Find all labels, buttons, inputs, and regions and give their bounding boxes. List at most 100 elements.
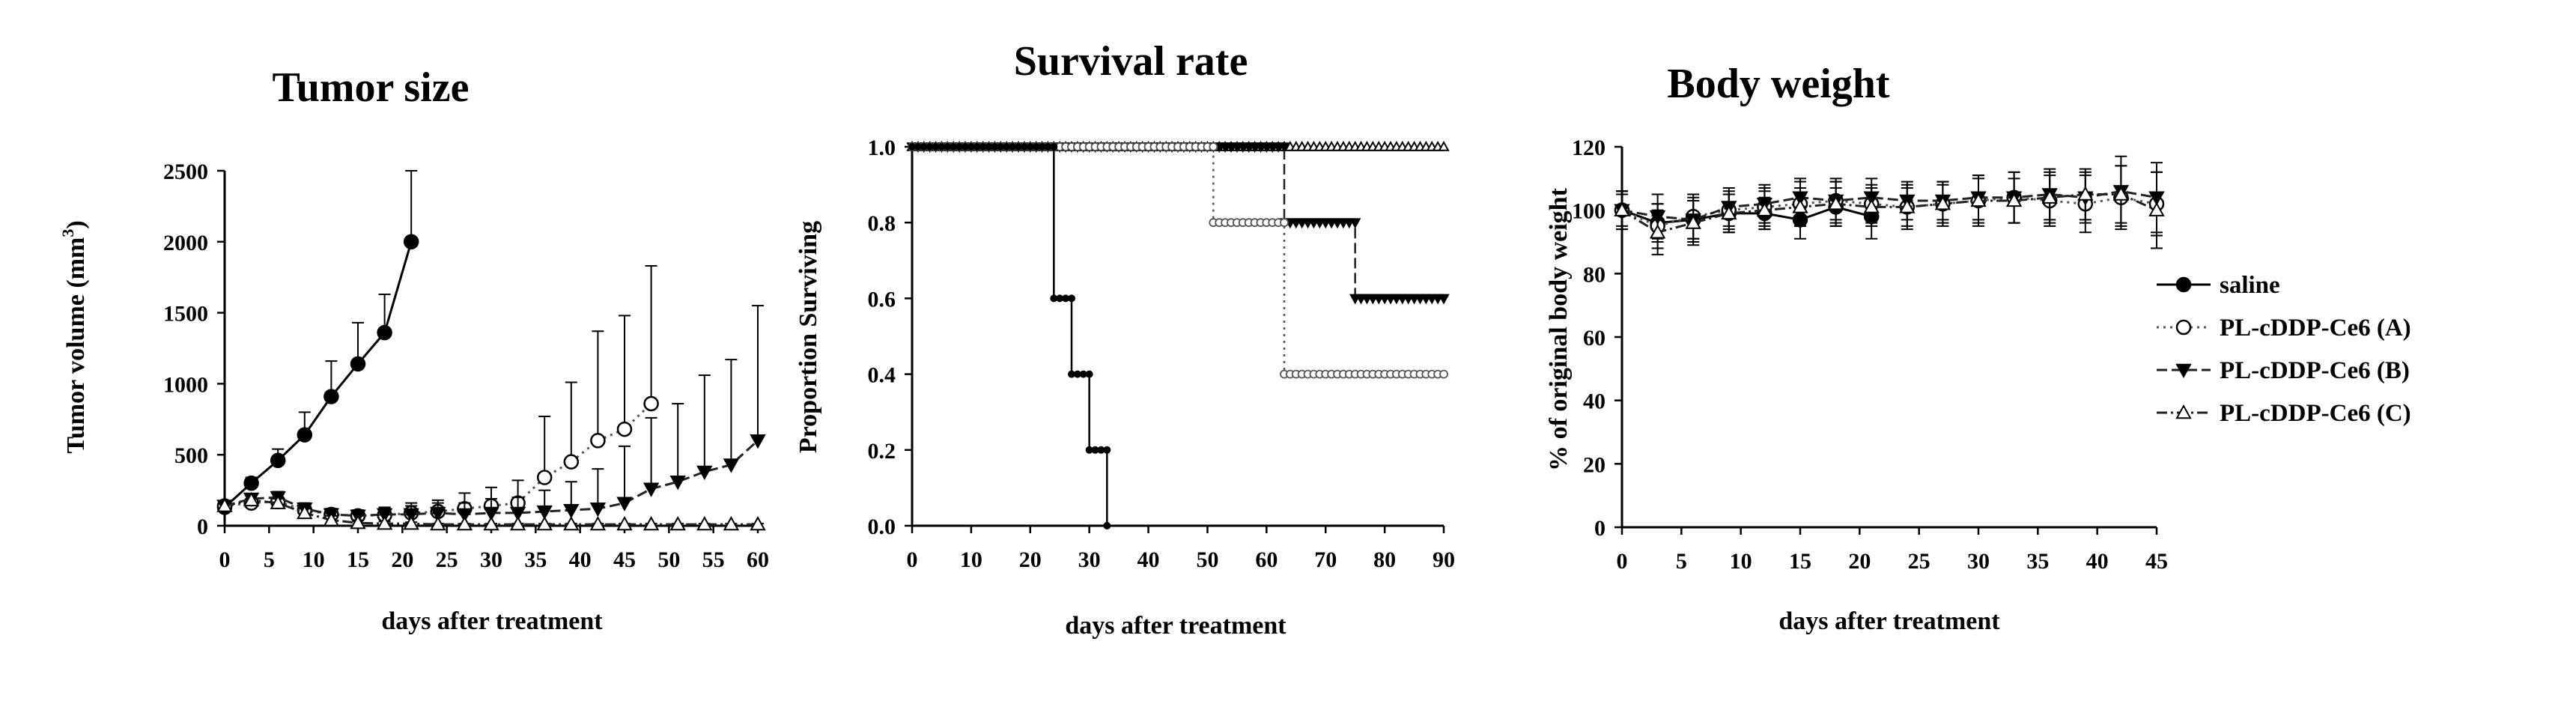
survival-series xyxy=(906,140,1450,529)
tumor-x-tick-label: 45 xyxy=(613,547,636,572)
tumor-data-point xyxy=(323,512,340,526)
tumor-data-point xyxy=(456,508,473,523)
survival-censor-mark xyxy=(1278,142,1290,154)
survival-censor-mark xyxy=(1091,446,1099,454)
tumor-data-point xyxy=(243,475,259,491)
survival-censor-mark xyxy=(950,143,958,151)
tumor-data-point xyxy=(696,516,713,531)
tumor-x-tick-label: 50 xyxy=(657,547,680,572)
tumor-data-point xyxy=(350,356,366,372)
weight-x-tick-label: 0 xyxy=(1617,549,1628,574)
survival-censor-mark xyxy=(1050,294,1058,303)
survival-y-tick-label: 0.4 xyxy=(868,363,896,388)
survival-censor-mark xyxy=(1068,294,1075,303)
body-weight-axes: 0 5 10 15 20 25 30 35 40 45 0 20 40 60 80 100 120 xyxy=(1572,136,2168,574)
weight-y-tick-label: 60 xyxy=(1583,326,1606,350)
tumor-x-tick-label: 10 xyxy=(303,547,325,572)
tumor-data-point xyxy=(723,458,740,473)
survival-censor-mark xyxy=(1003,143,1011,151)
weight-y-tick-label: 100 xyxy=(1572,199,1606,224)
tumor-data-point xyxy=(669,476,686,491)
tumor-data-point xyxy=(270,452,286,469)
survival-censor-mark xyxy=(920,143,928,151)
weight-x-tick-label: 15 xyxy=(1789,549,1811,574)
legend-marker-0 xyxy=(2175,276,2192,293)
tumor-y-tick-label: 2000 xyxy=(163,231,208,255)
survival-x-tick-label: 80 xyxy=(1373,547,1396,572)
weight-data-point xyxy=(2077,186,2094,201)
survival-censor-mark xyxy=(1015,143,1022,151)
tumor-data-point xyxy=(403,234,419,250)
survival-x-tick-label: 20 xyxy=(1019,547,1042,572)
weight-data-point xyxy=(2041,189,2058,204)
weight-x-tick-label: 35 xyxy=(2026,549,2049,574)
weight-data-point xyxy=(1685,214,1701,229)
tumor-data-point xyxy=(589,516,607,531)
tumor-x-tick-label: 25 xyxy=(436,547,458,572)
weight-x-tick-label: 30 xyxy=(1967,549,1990,574)
tumor-y-tick-label: 0 xyxy=(197,515,208,539)
survival-x-tick-label: 0 xyxy=(907,547,918,572)
survival-x-label: days after treatment xyxy=(1065,612,1287,640)
survival-y-tick-label: 0.8 xyxy=(868,211,896,236)
weight-data-point xyxy=(2148,201,2165,216)
tumor-x-tick-label: 35 xyxy=(524,547,547,572)
tumor-data-point xyxy=(536,470,553,485)
body-weight-panel: Body weight % of original body weight da… xyxy=(1545,61,2168,635)
tumor-data-point xyxy=(297,504,313,520)
weight-y-tick-label: 120 xyxy=(1572,136,1606,160)
survival-censor-mark xyxy=(1103,446,1111,454)
tumor-size-axes: 0 5 10 15 20 25 30 35 40 45 50 55 60 0 500 1000 1500 2000… xyxy=(163,160,769,572)
tumor-data-point xyxy=(750,434,766,449)
weight-x-tick-label: 10 xyxy=(1730,549,1752,574)
survival-censor-mark xyxy=(1068,370,1075,378)
tumor-data-point xyxy=(669,516,686,531)
legend-label-2: PL-cDDP-Ce6 (B) xyxy=(2220,357,2410,384)
survival-y-tick-label: 0.6 xyxy=(868,287,896,312)
survival-x-tick-label: 60 xyxy=(1255,547,1278,572)
survival-censor-mark xyxy=(1209,142,1218,151)
survival-censor-mark xyxy=(973,143,981,151)
survival-x-tick-label: 10 xyxy=(960,547,982,572)
survival-censor-mark xyxy=(1438,294,1450,305)
tumor-data-point xyxy=(563,516,580,531)
weight-data-point xyxy=(1934,195,1951,210)
tumor-data-point xyxy=(536,505,553,521)
survival-censor-mark xyxy=(956,143,964,151)
survival-censor-mark xyxy=(962,143,969,151)
weight-data-point xyxy=(1827,195,1844,210)
weight-y-tick-label: 0 xyxy=(1594,516,1606,541)
survival-y-label: Proportion Surviving xyxy=(795,221,822,453)
survival-censor-mark xyxy=(926,143,934,151)
tumor-data-point xyxy=(723,516,740,531)
tumor-size-y-label-close: ) xyxy=(62,220,90,228)
survival-censor-mark xyxy=(1026,143,1034,151)
survival-censor-mark xyxy=(997,143,1005,151)
tumor-data-point xyxy=(483,516,499,531)
survival-censor-mark xyxy=(1439,369,1448,379)
survival-censor-mark xyxy=(944,143,952,151)
weight-data-point xyxy=(2005,192,2023,207)
weight-data-point xyxy=(1899,198,1916,213)
weight-series-line xyxy=(1621,193,2157,234)
tumor-data-point xyxy=(403,508,419,523)
tumor-x-tick-label: 15 xyxy=(347,547,369,572)
weight-data-point xyxy=(1970,192,1987,207)
survival-censor-mark xyxy=(1038,143,1046,151)
weight-y-tick-label: 20 xyxy=(1583,452,1606,477)
survival-series-0 xyxy=(908,143,1111,529)
tumor-size-panel: Tumor size Tumor volume (mm3) days after… xyxy=(58,64,769,635)
tumor-data-point xyxy=(216,497,233,512)
tumor-size-series xyxy=(216,170,766,531)
tumor-data-point xyxy=(536,516,553,531)
survival-censor-mark xyxy=(1079,370,1087,378)
legend-label-1: PL-cDDP-Ce6 (A) xyxy=(2220,315,2411,342)
weight-data-point xyxy=(1614,201,1630,216)
tumor-data-point xyxy=(616,497,633,512)
tumor-data-point xyxy=(350,515,366,529)
legend-label-3: PL-cDDP-Ce6 (C) xyxy=(2220,400,2411,427)
tumor-size-y-label-text: Tumor volume (mm xyxy=(62,237,90,454)
tumor-data-point xyxy=(297,427,313,443)
weight-series-line xyxy=(1621,189,2157,221)
